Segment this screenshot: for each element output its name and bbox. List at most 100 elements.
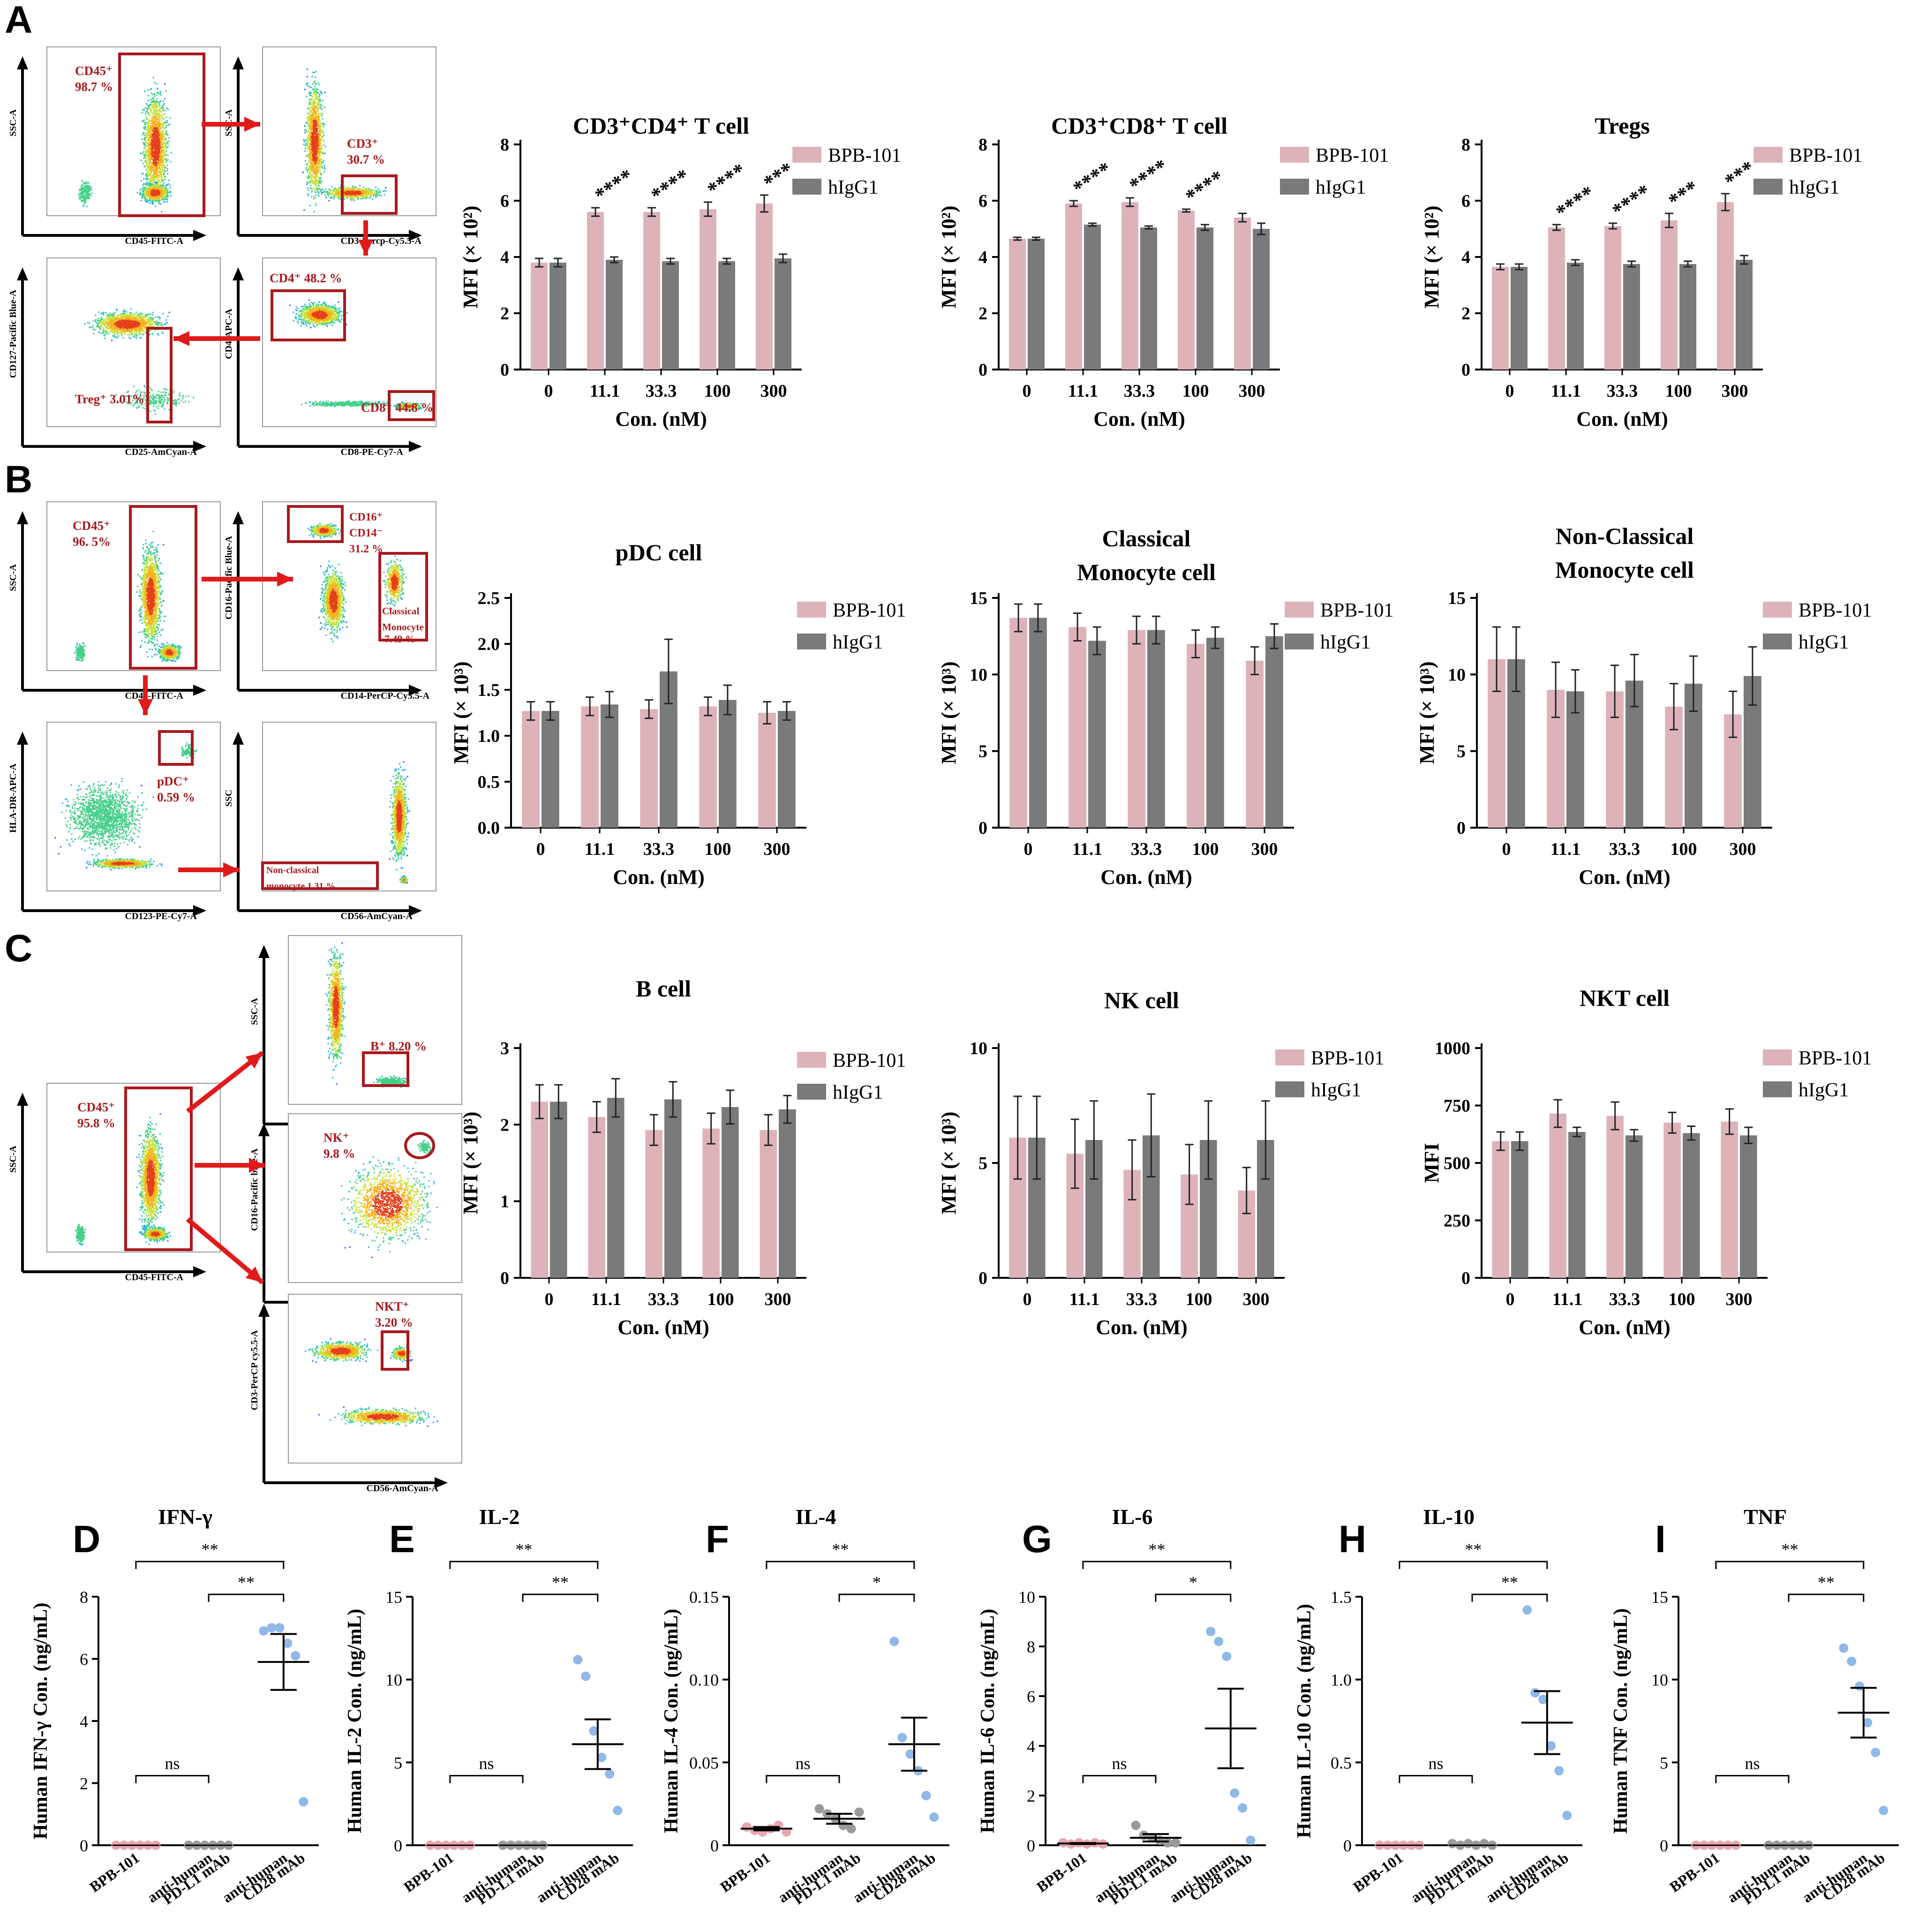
event-dot — [344, 191, 346, 193]
event-dot — [154, 179, 156, 181]
event-dot — [85, 182, 87, 184]
event-dot — [152, 164, 154, 166]
event-dot — [159, 174, 161, 176]
event-dot — [308, 153, 310, 155]
event-dot — [79, 189, 81, 190]
event-dot — [323, 190, 325, 192]
event-dot — [162, 313, 164, 315]
event-dot — [313, 140, 314, 142]
event-dot — [317, 144, 319, 146]
event-dot — [157, 188, 159, 189]
event-dot — [149, 182, 151, 184]
event-dot — [157, 131, 159, 133]
event-dot — [156, 171, 158, 173]
event-dot — [319, 144, 321, 146]
event-dot — [316, 102, 318, 104]
event-dot — [157, 158, 159, 159]
event-dot — [161, 116, 163, 118]
event-dot — [89, 322, 90, 324]
event-dot — [309, 145, 310, 147]
event-dot — [158, 146, 159, 148]
event-dot — [319, 126, 321, 128]
event-dot — [88, 187, 90, 189]
event-dot — [309, 181, 311, 182]
event-dot — [304, 150, 306, 152]
event-dot — [149, 194, 151, 196]
event-dot — [102, 331, 104, 332]
event-dot — [157, 163, 159, 165]
event-dot — [143, 190, 145, 192]
event-dot — [145, 189, 147, 191]
event-dot — [320, 141, 322, 143]
event-dot — [318, 195, 320, 197]
event-dot — [311, 158, 313, 159]
event-dot — [312, 102, 314, 104]
event-dot — [309, 204, 311, 206]
event-dot — [140, 159, 142, 161]
event-dot — [81, 195, 83, 197]
event-dot — [306, 148, 308, 150]
event-dot — [167, 124, 169, 126]
event-dot — [158, 117, 160, 119]
event-dot — [161, 187, 163, 189]
event-dot — [162, 125, 164, 127]
event-dot — [315, 134, 316, 136]
panel-letter-B: B — [5, 458, 32, 501]
event-dot — [317, 123, 318, 125]
event-dot — [307, 187, 309, 189]
event-dot — [159, 167, 161, 169]
event-dot — [144, 138, 146, 140]
event-dot — [145, 150, 147, 151]
event-dot — [316, 125, 317, 127]
event-dot — [147, 194, 149, 196]
event-dot — [156, 166, 158, 168]
event-dot — [331, 186, 333, 187]
event-dot — [118, 335, 120, 337]
event-dot — [165, 189, 167, 191]
event-dot — [316, 140, 318, 142]
event-dot — [165, 139, 166, 141]
event-dot — [149, 160, 151, 162]
event-dot — [316, 94, 318, 96]
event-dot — [367, 194, 369, 196]
event-dot — [158, 148, 160, 150]
event-dot — [361, 190, 362, 192]
event-dot — [310, 124, 312, 126]
event-dot — [375, 195, 376, 196]
event-dot — [155, 152, 157, 154]
event-dot — [318, 145, 320, 147]
event-dot — [144, 198, 146, 200]
event-dot — [309, 157, 311, 159]
event-dot — [148, 147, 150, 149]
event-dot — [322, 118, 324, 120]
event-dot — [153, 137, 155, 139]
event-dot — [144, 156, 146, 158]
event-dot — [146, 134, 148, 136]
event-dot — [161, 142, 163, 144]
event-dot — [318, 170, 320, 172]
event-dot — [310, 121, 312, 122]
event-dot — [152, 100, 154, 102]
event-dot — [323, 162, 324, 164]
event-dot — [84, 185, 86, 187]
event-dot — [339, 195, 340, 197]
event-dot — [313, 72, 315, 73]
event-dot — [150, 136, 151, 138]
event-dot — [323, 135, 325, 136]
event-dot — [160, 147, 162, 149]
event-dot — [323, 132, 324, 134]
event-dot — [311, 128, 313, 130]
event-dot — [152, 101, 154, 103]
event-dot — [150, 141, 151, 143]
event-dot — [315, 182, 316, 184]
event-dot — [150, 155, 152, 157]
event-dot — [146, 136, 148, 137]
event-dot — [153, 134, 155, 136]
event-dot — [150, 189, 151, 191]
event-dot — [306, 145, 308, 147]
event-dot — [154, 188, 156, 189]
event-dot — [305, 143, 307, 145]
event-dot — [157, 200, 159, 202]
event-dot — [318, 164, 320, 165]
